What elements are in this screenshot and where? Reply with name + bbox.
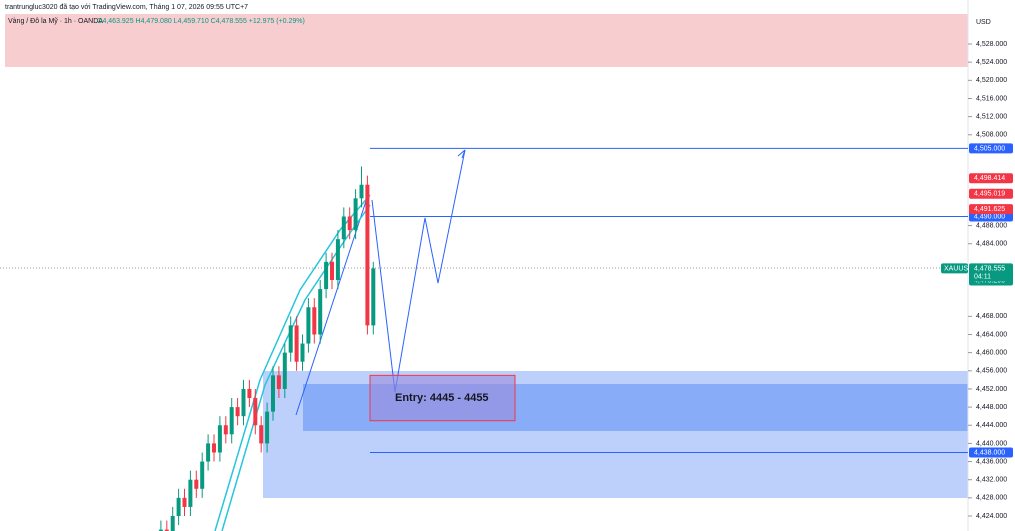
y-tick-label: 4,460.000 — [976, 349, 1007, 356]
y-tick-label: 4,508.000 — [976, 132, 1007, 139]
candle-body — [300, 343, 305, 362]
supply-zone — [5, 14, 968, 67]
candle-body — [200, 461, 205, 489]
candle-body — [271, 375, 275, 412]
price-tag-label: 4,498.414 — [974, 175, 1005, 182]
last-price-tag — [969, 263, 1013, 282]
candle-body — [217, 425, 222, 453]
y-tick-label: 4,528.000 — [976, 41, 1007, 48]
y-tick-label: 4,524.000 — [976, 59, 1007, 66]
price-tag-label: 4,505.000 — [974, 145, 1005, 152]
candle-body — [353, 198, 358, 231]
price-tag-label: 4,438.000 — [974, 449, 1005, 456]
countdown: 04:11 — [974, 273, 991, 280]
candle-body — [182, 497, 187, 507]
y-tick-label: 4,520.000 — [976, 77, 1007, 84]
projection — [371, 149, 466, 393]
currency: USD — [976, 19, 991, 26]
price-tag — [969, 204, 1013, 215]
last-name: XAUUSD — [944, 265, 973, 272]
entry-label: Entry: 4445 - 4455 — [395, 392, 489, 404]
price-tag — [969, 447, 1013, 458]
candle-body — [288, 325, 293, 353]
last-name-tag — [941, 263, 968, 274]
y-tick-label: 4,448.000 — [976, 404, 1007, 411]
candle-body — [276, 375, 281, 389]
candle-body — [241, 388, 246, 417]
price-tag-label: 4,495.019 — [974, 191, 1005, 198]
credit: trantrungluc3020 đã tạo với TradingView.… — [5, 4, 248, 11]
candle-body — [330, 261, 334, 281]
arrow-head — [457, 149, 466, 159]
candle-body — [235, 407, 240, 417]
y-tick-label: 4,444.000 — [976, 422, 1007, 429]
candle-body — [223, 425, 228, 435]
candle-body — [229, 407, 234, 435]
y-tick-label: 4,516.000 — [976, 95, 1007, 102]
y-tick-label: 4,512.000 — [976, 113, 1007, 120]
candle-body — [170, 516, 175, 531]
candle-body — [259, 425, 264, 444]
candle-body — [306, 307, 311, 344]
y-tick-label: 4,488.000 — [976, 222, 1007, 229]
candle-body — [312, 307, 317, 335]
ohlc: O4,463.925 H4,479.080 L4,459.710 C4,478.… — [97, 18, 305, 25]
candle-body — [365, 184, 370, 326]
y-tick-label: 4,456.000 — [976, 368, 1007, 375]
candle-body — [206, 443, 211, 462]
last-price: 4,478.555 — [974, 265, 1005, 272]
candle-body — [253, 398, 258, 426]
price-tag-label: 4,490.000 — [974, 213, 1005, 220]
y-tick-label: 4,424.000 — [976, 513, 1007, 520]
price-tag — [969, 143, 1013, 154]
candle-body — [265, 411, 270, 444]
candle-body — [359, 184, 364, 199]
candle-body — [324, 261, 329, 290]
price-tag — [969, 188, 1013, 199]
candle-body — [176, 497, 181, 517]
entry-box — [369, 374, 516, 422]
candle-body — [318, 289, 323, 335]
y-tick-label: 4,484.000 — [976, 241, 1007, 248]
candle-body — [247, 388, 252, 399]
trend-band — [221, 204, 371, 531]
candle-body — [164, 529, 169, 531]
candle-body — [188, 479, 193, 507]
candle-body — [335, 239, 340, 281]
y-tick-label: 4,468.000 — [976, 313, 1007, 320]
candle-body — [371, 268, 376, 326]
candle-body — [341, 216, 346, 240]
candle-body — [282, 352, 287, 389]
y-tick-label: 4,464.000 — [976, 331, 1007, 338]
candle-body — [158, 529, 163, 531]
y-tick-label: 4,432.000 — [976, 477, 1007, 484]
price-tag — [969, 173, 1013, 184]
y-tick-label: 4,428.000 — [976, 495, 1007, 502]
price-tag-label: 4,491.625 — [974, 206, 1005, 213]
y-tick-label: 4,452.000 — [976, 386, 1007, 393]
candle-body — [294, 325, 299, 362]
candle-body — [212, 443, 216, 453]
candle-body — [347, 216, 352, 231]
y-tick-label: 4,440.000 — [976, 440, 1007, 447]
symbol: Vàng / Đô la Mỹ · 1h · OANDA — [8, 18, 103, 25]
y-tick-label: 4,436.000 — [976, 458, 1007, 465]
candle-body — [194, 479, 199, 489]
